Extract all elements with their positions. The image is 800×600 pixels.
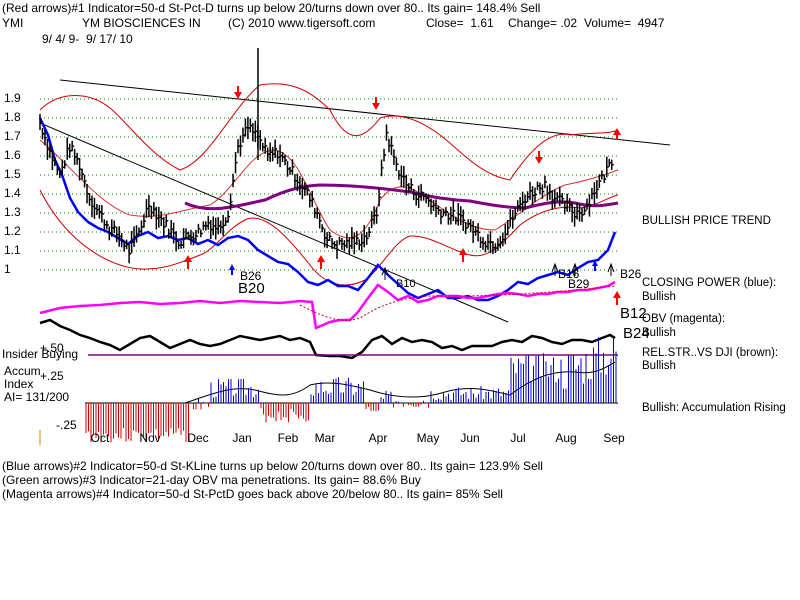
upper-trendline (59, 79, 671, 146)
x-tick-apr: Apr (369, 431, 388, 445)
x-tick-may: May (417, 431, 440, 445)
middle-band (39, 139, 619, 239)
obv-ma (299, 285, 616, 321)
y-tick-1-6: 1.6 (4, 148, 21, 162)
signal-b20: B20 (238, 280, 265, 297)
x-tick-jan: Jan (232, 431, 251, 445)
y-tick-1-3: 1.3 (4, 205, 21, 219)
rel-strength-title: REL.STR..VS DJI (brown): (642, 347, 779, 359)
x-axis-labels: Oct Nov Dec Jan Feb Mar Apr May Jun Jul Aug Sep (91, 431, 625, 445)
rel-strength-value: Bullish (642, 360, 676, 372)
header-indicator-line: (Red arrows)#1 Indicator=50-d St-Pct-D t… (2, 1, 541, 15)
x-tick-jun: Jun (460, 431, 479, 445)
price-bars (39, 113, 614, 264)
obv-value: Bullish (642, 327, 676, 339)
y-tick-1-1: 1.1 (4, 243, 21, 257)
signal-b10: B10 (396, 278, 416, 290)
black-up-arrows (381, 262, 615, 280)
x-tick-dec: Dec (187, 431, 208, 445)
signal-b24: B24 (623, 325, 650, 342)
y-tick-1-2: 1.2 (4, 224, 21, 238)
closing-power-line (38, 117, 617, 302)
signal-b16: B16 (558, 267, 580, 281)
plus-25-label: +.25 (40, 369, 64, 383)
ticker-symbol: YMI (2, 16, 24, 30)
signal-b12: B12 (620, 305, 647, 322)
accumulation-histogram (85, 336, 617, 443)
obv-title: OBV (magenta): (642, 313, 726, 325)
x-tick-sep: Sep (603, 431, 625, 445)
signal-b26-sep: B26 (620, 267, 642, 281)
lower-band (39, 189, 619, 286)
y-tick-1-8: 1.8 (4, 110, 21, 124)
x-tick-jul: Jul (510, 431, 525, 445)
rel-strength-line (39, 318, 616, 360)
copyright: (C) 2010 www.tigersoft.com (228, 16, 376, 30)
signal-b26-jan: B26 (240, 269, 262, 283)
footer-line-2: (Green arrows)#3 Indicator=21-day OBV ma… (2, 473, 421, 487)
red-sell-arrows (234, 86, 543, 164)
signal-b29: B29 (568, 277, 590, 291)
x-tick-feb: Feb (278, 431, 299, 445)
blue-buy-arrows (229, 260, 598, 275)
upper-band (39, 83, 619, 181)
insider-buying-label: Insider Buying (2, 347, 79, 361)
x-tick-oct: Oct (91, 431, 110, 445)
accum-title: Accum (4, 364, 41, 378)
volume-value: Volume= 4947 (584, 16, 665, 30)
y-tick-1-5: 1.5 (4, 167, 21, 181)
accum-index-label: Index (4, 377, 34, 391)
x-tick-mar: Mar (315, 431, 336, 445)
x-tick-aug: Aug (555, 431, 576, 445)
footer-line-3: (Magenta arrows)#4 Indicator=50-d St-Pct… (2, 487, 503, 501)
closing-power-title: CLOSING POWER (blue): (642, 277, 777, 289)
y-tick-1-7: 1.7 (4, 129, 21, 143)
lower-trendline (39, 122, 509, 323)
footer-line-1: (Blue arrows)#2 Indicator=50-d St-KLine … (2, 459, 543, 473)
ai-value: AI= 131/200 (4, 390, 70, 404)
change-value: Change= .02 (508, 16, 578, 30)
date-range: 9/ 4/ 9- 9/ 17/ 10 (42, 32, 133, 46)
price-grid (40, 98, 618, 271)
minus-25-label: -.25 (56, 418, 77, 432)
closing-power-value: Bullish (642, 291, 676, 303)
company-name: YM BIOSCIENCES IN (82, 16, 201, 30)
obv-line (39, 280, 616, 330)
accum-ma (184, 361, 616, 404)
accumulation-label: Bullish: Accumulation Rising (642, 402, 786, 414)
x-tick-nov: Nov (139, 431, 160, 445)
trend-label: BULLISH PRICE TREND (642, 215, 771, 227)
y-tick-1-4: 1.4 (4, 186, 21, 200)
red-buy-arrows (184, 128, 621, 305)
plus-50-label: +.50 (40, 341, 64, 355)
y-tick-1: 1 (4, 262, 11, 276)
y-tick-1-9: 1.9 (4, 91, 21, 105)
close-value: Close= 1.61 (426, 16, 494, 30)
